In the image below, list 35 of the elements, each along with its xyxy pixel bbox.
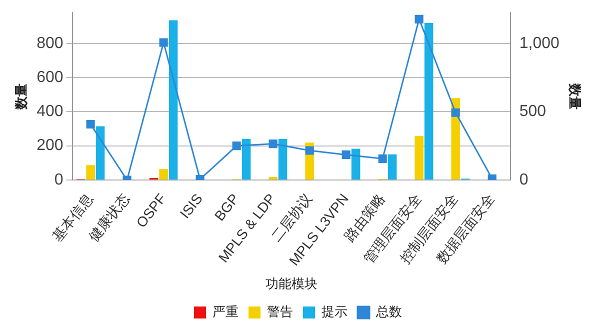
point bbox=[305, 146, 314, 155]
y-tick-label: 800 bbox=[36, 34, 64, 52]
bar bbox=[168, 20, 178, 180]
bar bbox=[424, 23, 434, 180]
bar bbox=[242, 138, 251, 180]
point bbox=[232, 142, 241, 150]
x-axis-title: 功能模块 bbox=[265, 276, 318, 291]
legend-label: 警告 bbox=[267, 304, 293, 320]
point bbox=[159, 38, 168, 47]
y2-tick-label: 500 bbox=[519, 103, 546, 120]
y-tick-label: 0 bbox=[54, 171, 64, 188]
y-tick-label: 600 bbox=[36, 68, 64, 86]
y2-tick-label: 1,000 bbox=[519, 34, 560, 52]
point bbox=[451, 108, 460, 117]
bar bbox=[96, 126, 105, 180]
bar bbox=[86, 165, 95, 180]
y-axis-title: 数量 bbox=[13, 83, 28, 110]
point bbox=[378, 154, 387, 163]
bar bbox=[278, 138, 288, 180]
bar bbox=[268, 176, 278, 180]
legend-label: 总数 bbox=[375, 304, 402, 320]
bar bbox=[159, 169, 168, 180]
point bbox=[268, 140, 278, 148]
y-tick-label: 400 bbox=[36, 103, 64, 120]
point bbox=[414, 14, 424, 24]
y2-tick-label: 0 bbox=[519, 171, 528, 188]
point bbox=[342, 150, 350, 159]
y-tick-label: 200 bbox=[36, 137, 64, 154]
bar bbox=[388, 154, 397, 180]
legend-label: 严重 bbox=[212, 304, 238, 320]
y2-axis-title: 数量 bbox=[568, 82, 583, 110]
point bbox=[86, 120, 95, 129]
bar bbox=[351, 148, 360, 180]
bar bbox=[414, 136, 424, 180]
legend-label: 提示 bbox=[322, 304, 348, 320]
